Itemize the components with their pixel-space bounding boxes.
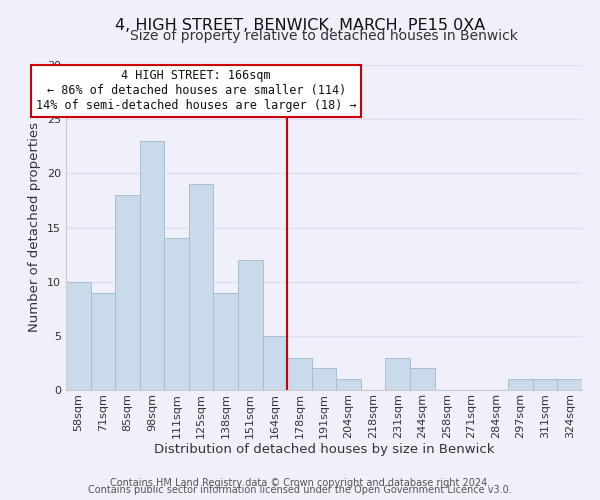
Bar	[66, 282, 91, 390]
Bar	[312, 368, 336, 390]
Bar	[115, 195, 140, 390]
Bar	[140, 141, 164, 390]
Bar	[508, 379, 533, 390]
Bar	[533, 379, 557, 390]
Text: Contains public sector information licensed under the Open Government Licence v3: Contains public sector information licen…	[88, 485, 512, 495]
Bar	[385, 358, 410, 390]
Bar	[336, 379, 361, 390]
Bar	[287, 358, 312, 390]
Bar	[263, 336, 287, 390]
Bar	[557, 379, 582, 390]
X-axis label: Distribution of detached houses by size in Benwick: Distribution of detached houses by size …	[154, 444, 494, 456]
Bar	[189, 184, 214, 390]
Y-axis label: Number of detached properties: Number of detached properties	[28, 122, 41, 332]
Bar	[91, 292, 115, 390]
Text: Contains HM Land Registry data © Crown copyright and database right 2024.: Contains HM Land Registry data © Crown c…	[110, 478, 490, 488]
Title: Size of property relative to detached houses in Benwick: Size of property relative to detached ho…	[130, 29, 518, 43]
Bar	[238, 260, 263, 390]
Bar	[214, 292, 238, 390]
Bar	[164, 238, 189, 390]
Text: 4, HIGH STREET, BENWICK, MARCH, PE15 0XA: 4, HIGH STREET, BENWICK, MARCH, PE15 0XA	[115, 18, 485, 32]
Text: 4 HIGH STREET: 166sqm
← 86% of detached houses are smaller (114)
14% of semi-det: 4 HIGH STREET: 166sqm ← 86% of detached …	[36, 70, 356, 112]
Bar	[410, 368, 434, 390]
